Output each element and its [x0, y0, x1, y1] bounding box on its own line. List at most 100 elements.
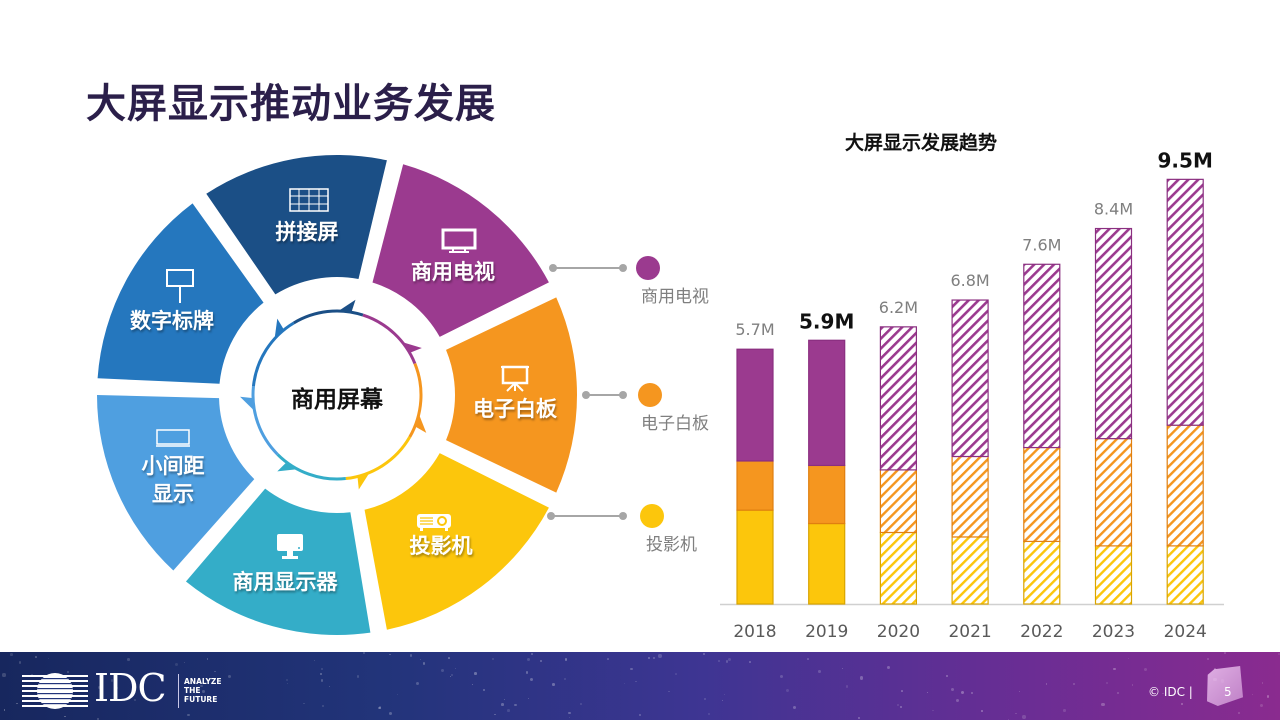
- background-speck: [110, 679, 114, 682]
- legend-label: 电子白板: [641, 414, 709, 434]
- background-speck: [1045, 683, 1048, 686]
- ring-arrow-icon: [415, 415, 427, 433]
- background-speck: [900, 689, 903, 692]
- background-speck: [285, 678, 288, 681]
- background-speck: [409, 653, 413, 657]
- segment-label: 小间距 显示: [142, 452, 205, 508]
- segment-label: 拼接屏: [275, 220, 339, 244]
- signage-icon: [165, 268, 195, 308]
- background-speck: [527, 698, 529, 700]
- background-speck: [98, 685, 101, 689]
- bar-total-label: 6.2M: [879, 298, 918, 317]
- monitor-icon: [275, 532, 305, 564]
- background-speck: [897, 704, 900, 707]
- background-speck: [96, 718, 99, 720]
- background-speck: [184, 662, 186, 664]
- background-speck: [514, 703, 517, 707]
- background-speck: [951, 687, 955, 691]
- background-speck: [1127, 657, 1129, 659]
- segment-label: 商用电视: [411, 260, 495, 284]
- background-speck: [197, 700, 199, 702]
- background-speck: [202, 690, 205, 693]
- page-title: 大屏显示推动业务发展: [86, 81, 496, 127]
- bar-segment: [1166, 545, 1204, 605]
- background-speck: [779, 674, 784, 679]
- background-speck: [981, 710, 983, 713]
- background-speck: [507, 709, 510, 712]
- inner-ring-arc: [362, 313, 417, 365]
- background-speck: [455, 667, 457, 669]
- background-speck: [564, 658, 568, 661]
- legend-connector: [551, 515, 623, 517]
- background-speck: [1105, 682, 1108, 685]
- background-speck: [64, 715, 66, 718]
- background-speck: [932, 709, 934, 712]
- ring-arrow-icon: [357, 473, 369, 490]
- legend-label: 商用电视: [641, 287, 709, 307]
- bar-chart: 5.7M 2018 5.9M 2019 6.2M 2020 6.8M 2021 7.6M 2022…: [720, 148, 1224, 642]
- background-speck: [653, 657, 656, 660]
- background-speck: [115, 687, 118, 690]
- background-speck: [3, 709, 6, 711]
- idc-globe-logo-icon: [22, 673, 88, 709]
- background-speck: [320, 679, 324, 682]
- background-speck: [792, 705, 796, 710]
- inner-ring-arc: [408, 362, 423, 438]
- background-speck: [568, 712, 571, 715]
- background-speck: [314, 660, 316, 662]
- video-wall-icon: [289, 188, 329, 216]
- background-speck: [858, 717, 861, 720]
- bar-total-label: 5.7M: [735, 320, 774, 339]
- bar-segment: [1023, 540, 1061, 605]
- background-speck: [363, 652, 366, 654]
- background-speck: [320, 668, 323, 671]
- background-speck: [1116, 691, 1119, 695]
- x-tick-label: 2018: [733, 622, 776, 642]
- background-speck: [1073, 682, 1076, 685]
- center-label: 商用屏幕: [291, 387, 383, 413]
- background-speck: [723, 693, 726, 696]
- background-speck: [420, 658, 422, 661]
- background-speck: [1143, 667, 1148, 671]
- background-speck: [501, 703, 504, 706]
- background-speck: [206, 658, 208, 660]
- ring-arrow-icon: [339, 299, 356, 312]
- background-speck: [629, 667, 633, 671]
- bar-segment: [951, 455, 989, 538]
- background-speck: [18, 660, 22, 664]
- ring-arrow-icon: [277, 462, 296, 472]
- background-speck: [552, 683, 555, 686]
- background-speck: [491, 657, 495, 661]
- donut-segment: [206, 155, 387, 295]
- bar-total-label: 7.6M: [1022, 235, 1061, 254]
- inner-ring-arc: [251, 386, 279, 456]
- background-speck: [1161, 692, 1164, 695]
- segment-label: 商用显示器: [232, 570, 338, 594]
- copyright: © IDC |: [1148, 685, 1193, 699]
- background-speck: [580, 703, 582, 705]
- x-tick-label: 2022: [1020, 622, 1063, 642]
- legend-swatch: [640, 504, 664, 528]
- background-speck: [648, 657, 651, 660]
- bar-total-label: 9.5M: [1158, 148, 1213, 172]
- x-tick-label: 2024: [1164, 622, 1207, 642]
- background-speck: [961, 690, 965, 694]
- background-speck: [1278, 652, 1280, 655]
- background-speck: [396, 693, 398, 695]
- background-speck: [448, 657, 450, 660]
- background-speck: [1260, 703, 1264, 707]
- connector-dot-icon: [619, 512, 627, 520]
- background-speck: [174, 663, 178, 667]
- inner-ring-arc: [292, 309, 364, 325]
- background-speck: [1237, 712, 1240, 715]
- bar-segment: [1094, 438, 1133, 547]
- background-speck: [127, 658, 130, 661]
- background-speck: [228, 675, 232, 679]
- segment-label-line: 小间距: [141, 454, 205, 478]
- background-speck: [717, 659, 721, 663]
- segment-label: 投影机: [409, 534, 473, 558]
- background-speck: [899, 705, 902, 708]
- bar-segment: [879, 469, 918, 534]
- background-speck: [187, 713, 190, 717]
- bar-segment: [808, 522, 846, 605]
